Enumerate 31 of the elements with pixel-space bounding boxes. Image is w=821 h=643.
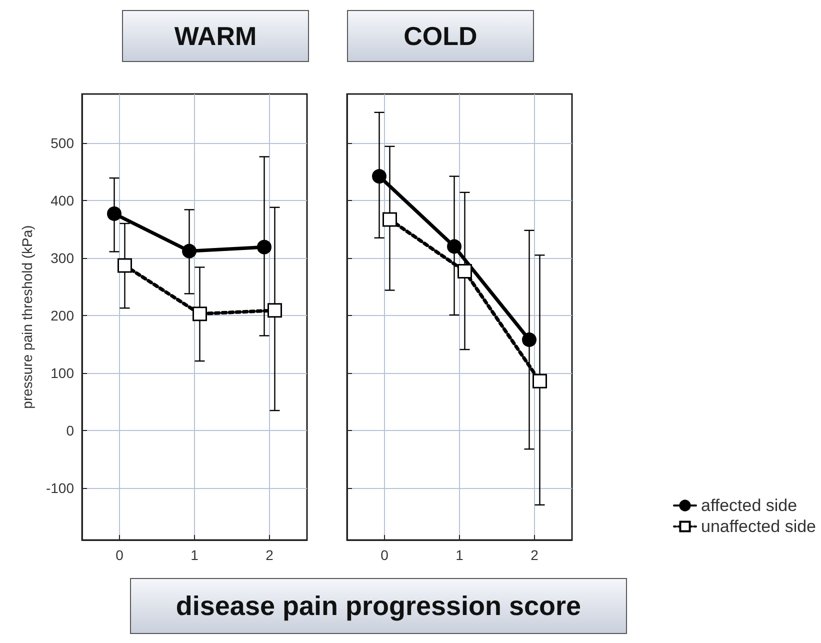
point bbox=[192, 306, 207, 322]
point bbox=[257, 240, 272, 254]
y-tick-label: 200 bbox=[50, 308, 74, 324]
point bbox=[268, 303, 282, 318]
x-tick-label: 1 bbox=[190, 547, 199, 563]
x-axis-title: disease pain progression score bbox=[130, 578, 627, 634]
y-tick-label: 400 bbox=[50, 192, 74, 208]
x-tick-label: 2 bbox=[266, 547, 274, 563]
x-tick-label: 2 bbox=[530, 547, 539, 563]
point bbox=[107, 206, 122, 221]
point bbox=[372, 169, 386, 184]
point bbox=[118, 258, 132, 273]
y-tick-label: 100 bbox=[50, 365, 74, 382]
legend-label: unaffected side bbox=[701, 517, 816, 536]
point bbox=[182, 244, 196, 258]
y-tick-label: 500 bbox=[50, 134, 74, 151]
point bbox=[522, 332, 536, 347]
point bbox=[458, 264, 472, 278]
y-tick-label: 300 bbox=[50, 250, 74, 266]
y-tick-label: 0 bbox=[66, 422, 74, 439]
chart-title: WARM bbox=[122, 10, 309, 62]
legend-label: affected side bbox=[701, 496, 798, 515]
point bbox=[382, 212, 397, 227]
chart-title: COLD bbox=[347, 10, 534, 62]
x-tick-label: 0 bbox=[380, 547, 389, 563]
y-tick-label: -100 bbox=[46, 480, 74, 496]
point bbox=[532, 374, 547, 388]
x-tick-label: 1 bbox=[456, 547, 464, 563]
y-axis-title: pressure pain threshold (kPa) bbox=[19, 225, 35, 409]
point bbox=[447, 239, 462, 254]
x-tick-label: 0 bbox=[116, 547, 124, 563]
